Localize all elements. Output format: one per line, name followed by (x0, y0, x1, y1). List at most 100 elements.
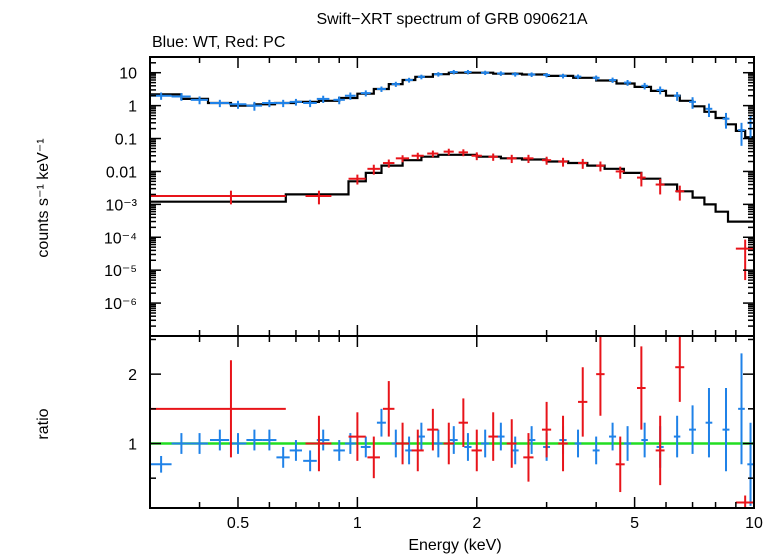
spectrum-data-point (523, 154, 534, 164)
spectrum-data-point (511, 72, 519, 77)
x-tick-label: 10 (745, 515, 763, 532)
ratio-data-point (523, 433, 534, 482)
spectrum-data-point (637, 172, 646, 187)
ratio-data-point (541, 401, 552, 458)
spectrum-data-point (171, 93, 191, 101)
chart-title: Swift−XRT spectrum of GRB 090621A (316, 11, 587, 28)
ratio-data-point (592, 436, 600, 465)
y-tick-label-spectrum: 10⁻³ (105, 197, 137, 214)
spectrum-data-point (527, 72, 536, 78)
y-axis-label-spectrum: counts s⁻¹ keV⁻¹ (35, 138, 52, 257)
ratio-data-point (246, 429, 263, 451)
ratio-data-point (464, 433, 472, 461)
ratio-data-point (443, 422, 454, 465)
spectrum-data-point (305, 190, 332, 205)
ratio-data-point (471, 429, 482, 472)
ratio-data-point (367, 436, 380, 479)
ratio-data-point (433, 429, 443, 458)
spectrum-data-point (574, 74, 582, 80)
spectrum-data-point (596, 161, 605, 172)
spectrum-data-point (382, 159, 395, 168)
ratio-panel-frame (149, 335, 755, 509)
plot-layer: 0.5 1 2 5 10 10 1 0.1 0.01 10⁻³ 10⁻⁴ 10⁻⁵ 10⁻⁶ 1 2 (104, 56, 763, 532)
ratio-data-point (150, 360, 286, 458)
y-tick-label-spectrum: 0.01 (106, 164, 137, 181)
spectrum-data-point (673, 91, 681, 101)
spectrum-data-point (449, 69, 458, 75)
spectrum-data-point (333, 96, 345, 105)
spectrum-data-point (190, 96, 208, 105)
spectrum-data-point (433, 72, 443, 77)
spectrum-data-point (443, 148, 454, 156)
ratio-data-point (303, 450, 317, 472)
spectrum-series-wt (150, 69, 754, 146)
y-axis-label-ratio: ratio (35, 408, 52, 439)
spectrum-data-point (376, 86, 386, 92)
spectrum-data-point (592, 75, 600, 81)
ratio-data-point (558, 415, 568, 472)
y-tick-label-spectrum: 10⁻⁵ (104, 263, 137, 280)
ratio-data-point (578, 367, 588, 437)
spectrum-data-point (558, 157, 568, 167)
ratio-data-point (150, 455, 172, 473)
ratio-series-wt (150, 353, 754, 506)
spectrum-data-point (623, 80, 632, 86)
spectrum-data-point (471, 152, 482, 161)
ratio-data-point (348, 412, 366, 461)
spectrum-data-point (675, 185, 685, 201)
spectrum-data-point (458, 149, 468, 157)
ratio-data-point (497, 422, 505, 451)
spectrum-data-point (411, 152, 424, 160)
spectrum-data-point (506, 154, 517, 164)
spectrum-data-point (559, 73, 567, 79)
ratio-data-point (615, 436, 625, 493)
ratio-data-point (411, 429, 424, 472)
ratio-data-point (596, 336, 605, 416)
ratio-data-point (209, 429, 230, 451)
spectrum-data-point (464, 69, 472, 75)
spectrum-data-point (405, 77, 413, 83)
x-axis-label: Energy (keV) (408, 537, 501, 554)
spectrum-data-point (391, 81, 400, 87)
ratio-data-point (689, 405, 696, 454)
ratio-data-point (417, 422, 425, 451)
ratio-data-point (427, 408, 439, 451)
x-tick-label: 0.5 (227, 515, 249, 532)
ratio-data-point (511, 436, 519, 465)
ratio-data-point (609, 422, 617, 451)
spectrum-data-point (417, 74, 425, 80)
spectrum-data-point (229, 100, 247, 109)
spectrum-data-point (348, 174, 366, 185)
spectrum-data-point (209, 99, 230, 108)
ratio-data-point (405, 436, 413, 465)
spectrum-data-point (578, 158, 588, 169)
y-tick-label-spectrum: 10⁻⁴ (104, 230, 137, 247)
ratio-data-point (675, 336, 685, 402)
ratio-data-point (449, 426, 458, 454)
ratio-data-point (262, 429, 277, 451)
x-tick-label: 5 (630, 515, 639, 532)
y-tick-label-ratio: 2 (128, 367, 137, 384)
ratio-data-point (738, 353, 745, 465)
ratio-data-point (289, 440, 302, 461)
spectrum-data-point (689, 97, 696, 109)
spectrum-data-point (497, 71, 505, 76)
spectrum-data-point (735, 239, 754, 281)
spectrum-data-point (276, 99, 290, 108)
ratio-data-point (229, 433, 247, 454)
spectrum-series-pc (150, 148, 754, 281)
spectrum-data-point (705, 103, 713, 118)
spectrum-data-point (289, 98, 302, 106)
chart-subtitle: Blue: WT, Red: PC (152, 34, 285, 51)
ratio-data-point (305, 415, 332, 472)
ratio-data-point (623, 426, 632, 461)
spectrum-data-point (246, 101, 263, 111)
ratio-data-point (673, 415, 681, 458)
x-tick-label: 2 (472, 515, 481, 532)
spectrum-data-point (655, 178, 665, 195)
spectrum-data-point (738, 122, 745, 146)
ratio-data-point (333, 440, 345, 461)
spectrum-data-point (344, 92, 356, 100)
y-tick-label-spectrum: 1 (128, 99, 137, 116)
